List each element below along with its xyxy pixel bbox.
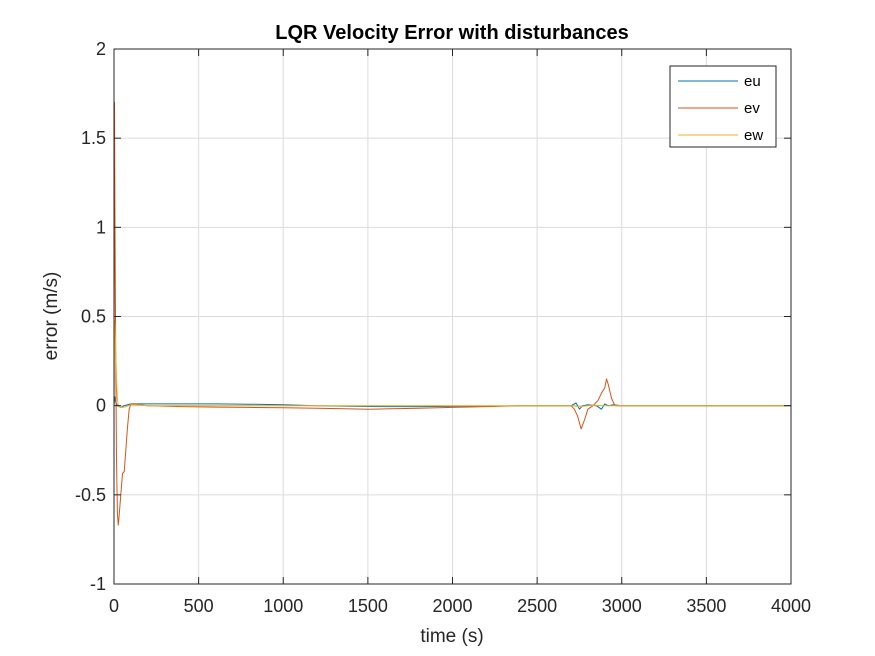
legend-label-ew: ew xyxy=(744,127,763,144)
legend-label-ev: ev xyxy=(744,100,760,117)
x-tick-label: 500 xyxy=(184,596,214,616)
legend-box xyxy=(669,65,777,148)
y-tick-label: 1.5 xyxy=(81,128,106,148)
x-tick-label: 0 xyxy=(109,596,119,616)
y-tick-label: 2 xyxy=(96,39,106,59)
legend: eu ev ew xyxy=(669,65,777,148)
legend-label-eu: eu xyxy=(744,73,761,90)
x-tick-label: 3500 xyxy=(686,596,726,616)
y-tick-label: 0 xyxy=(96,396,106,416)
chart-title: LQR Velocity Error with disturbances xyxy=(275,22,628,44)
axis-ticks: 0 500 1000 1500 2000 2500 3000 3500 4000 -1 -0.5 0 0… xyxy=(75,39,811,616)
y-tick-label: 1 xyxy=(96,217,106,237)
x-tick-label: 3000 xyxy=(602,596,642,616)
grid xyxy=(114,49,791,584)
y-tick-label: -0.5 xyxy=(75,485,106,505)
x-tick-label: 1000 xyxy=(263,596,303,616)
y-axis-label: error (m/s) xyxy=(41,272,62,361)
x-tick-label: 1500 xyxy=(348,596,388,616)
x-axis-label: time (s) xyxy=(420,626,483,647)
y-tick-label: 0.5 xyxy=(81,307,106,327)
x-tick-label: 2500 xyxy=(517,596,557,616)
y-tick-label: -1 xyxy=(90,574,106,594)
x-tick-label: 2000 xyxy=(432,596,472,616)
x-tick-label: 4000 xyxy=(771,596,811,616)
series-line-ew xyxy=(113,319,791,408)
